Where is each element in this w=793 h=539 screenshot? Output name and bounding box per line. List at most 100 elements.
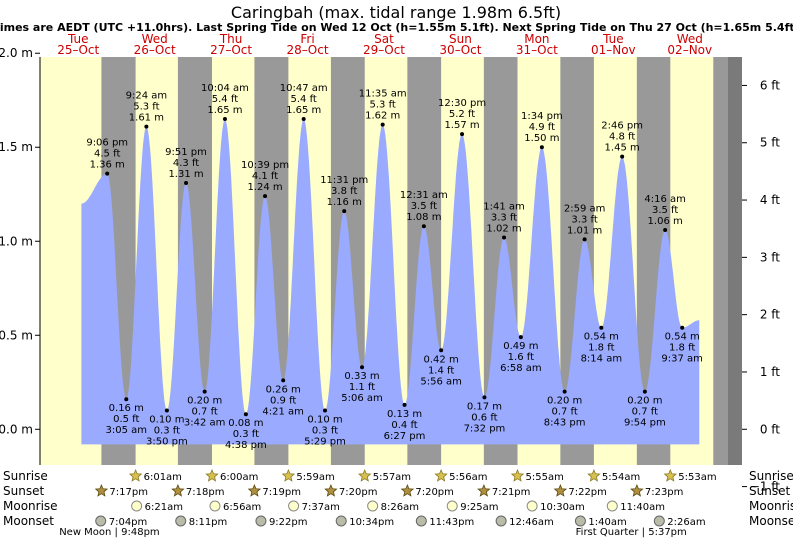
tide-ft-label: 0.7 ft [191, 407, 217, 418]
moonset-label-left: Moonset [3, 514, 54, 528]
tide-point [439, 348, 444, 353]
tide-time-label: 6:58 am [500, 363, 542, 374]
tide-time-label: 5:29 pm [304, 436, 346, 447]
chart-end-strip [728, 57, 742, 465]
tide-ft-label: 4.1 ft [252, 171, 278, 182]
day-date: 30–Oct [439, 43, 481, 57]
tide-point [680, 325, 685, 330]
tide-point [380, 122, 385, 127]
tide-ft-label: 3.3 ft [571, 214, 597, 225]
moon-icon [526, 500, 538, 512]
moon-icon [367, 500, 379, 512]
tide-m-label: 0.20 m [627, 396, 662, 407]
tide-point [164, 408, 169, 413]
day-name: Sun [449, 32, 472, 46]
tide-m-label: 0.16 m [109, 403, 144, 414]
tide-ft-label: 5.2 ft [449, 109, 475, 120]
tide-ft-label: 4.8 ft [609, 132, 635, 143]
tide-time-label: 5:06 am [341, 393, 383, 404]
tide-point [301, 117, 306, 122]
sunset-time: 7:20pm [415, 487, 454, 498]
y-tick-label-ft: 1 ft [760, 365, 780, 379]
tide-m-label: 1.62 m [365, 111, 400, 122]
y-axes: 0.0 m 0.5 m 1.0 m 1.5 m 2.0 m −1 ft 0 ft 1 ft 2 … [0, 46, 780, 493]
sun-icon [434, 468, 448, 482]
tide-ft-label: 1.4 ft [428, 365, 454, 376]
sunrise-time: 5:59am [296, 472, 334, 483]
sun-icon [94, 483, 109, 497]
sunrise-time: 5:55am [526, 472, 564, 483]
moonrise-time: 6:21am [145, 502, 183, 513]
moon-icon [335, 515, 347, 527]
moonset-time: 8:11pm [189, 517, 228, 528]
y-tick-label-ft: −1 ft [750, 480, 781, 494]
tide-m-label: 1.31 m [168, 169, 203, 180]
tide-area [81, 119, 700, 445]
tide-point [342, 209, 347, 214]
tide-m-label: 0.20 m [187, 396, 222, 407]
tide-ft-label: 0.4 ft [391, 420, 417, 431]
tide-time-label: 2:59 am [564, 203, 606, 214]
moonset-time: 7:04pm [109, 517, 148, 528]
tide-ft-label: 5.4 ft [212, 94, 238, 105]
tide-ft-label: 3.5 ft [411, 201, 437, 212]
day-date: 28–Oct [287, 43, 329, 57]
moonrise-time: 8:26am [381, 502, 419, 513]
tide-time-label: 12:31 am [400, 190, 448, 201]
tide-m-label: 0.54 m [584, 332, 619, 343]
tide-curve [81, 119, 700, 445]
tide-m-label: 1.65 m [207, 105, 242, 116]
tide-point [402, 402, 407, 407]
tide-point [502, 235, 507, 240]
tide-m-label: 1.16 m [327, 197, 362, 208]
day-name: Wed [677, 32, 703, 46]
tide-time-label: 10:04 am [201, 83, 249, 94]
day-date: 29–Oct [363, 43, 405, 57]
tide-time-label: 9:06 pm [86, 138, 128, 149]
moon-icon [495, 515, 507, 527]
tide-ft-label: 5.4 ft [291, 94, 317, 105]
tide-time-label: 8:14 am [581, 354, 623, 365]
sun-icon [553, 483, 568, 497]
sunrise-time: 5:53am [678, 472, 716, 483]
tide-m-label: 0.13 m [387, 409, 422, 420]
tide-ft-label: 0.5 ft [113, 414, 139, 425]
tide-m-label: 0.33 m [344, 371, 379, 382]
tide-point [243, 412, 248, 417]
sunset-time: 7:19pm [262, 487, 301, 498]
tide-time-label: 4:38 pm [225, 440, 267, 451]
moonrise-time: 9:25am [460, 502, 498, 513]
tide-m-label: 0.10 m [149, 414, 184, 425]
sunset-time: 7:20pm [339, 487, 378, 498]
tide-ft-label: 5.3 ft [369, 100, 395, 111]
sun-icon [128, 468, 143, 482]
sun-icon [630, 483, 644, 497]
sunset-time: 7:21pm [492, 487, 531, 498]
sunrise-time: 5:56am [449, 472, 487, 483]
tide-ft-label: 4.5 ft [94, 149, 120, 160]
sun-icon [247, 483, 262, 497]
y-tick-label-m: 2.0 m [0, 46, 33, 60]
tide-m-label: 1.57 m [444, 120, 479, 131]
chart-title: Caringbah (max. tidal range 1.98m 6.5ft) [231, 3, 561, 22]
moonset-time: 11:43pm [429, 517, 474, 528]
sunset-time: 7:18pm [186, 487, 225, 498]
tide-point [222, 117, 227, 122]
sun-icon [324, 483, 338, 497]
tide-point [360, 365, 365, 370]
tide-ft-label: 0.9 ft [270, 395, 296, 406]
moonset-label-right: Moonset [749, 514, 793, 528]
sunrise-label-right: Sunrise [749, 469, 793, 483]
tide-m-label: 0.49 m [503, 341, 538, 352]
day-headers: Tue25–OctWed26–OctThu27–OctFri28–OctSat2… [57, 32, 712, 57]
sun-icon [357, 468, 372, 482]
moonset-time: 2:26am [667, 517, 705, 528]
sun-icon [663, 468, 677, 482]
tide-m-label: 0.26 m [266, 384, 301, 395]
moonset-time: 1:40am [588, 517, 626, 528]
day-date: 02–Nov [667, 43, 712, 57]
moon-phase-label: New Moon | 9:48pm [59, 527, 159, 538]
tide-time-label: 6:27 pm [384, 431, 426, 442]
tide-time-label: 9:24 am [126, 91, 168, 102]
sun-icon [587, 468, 601, 482]
